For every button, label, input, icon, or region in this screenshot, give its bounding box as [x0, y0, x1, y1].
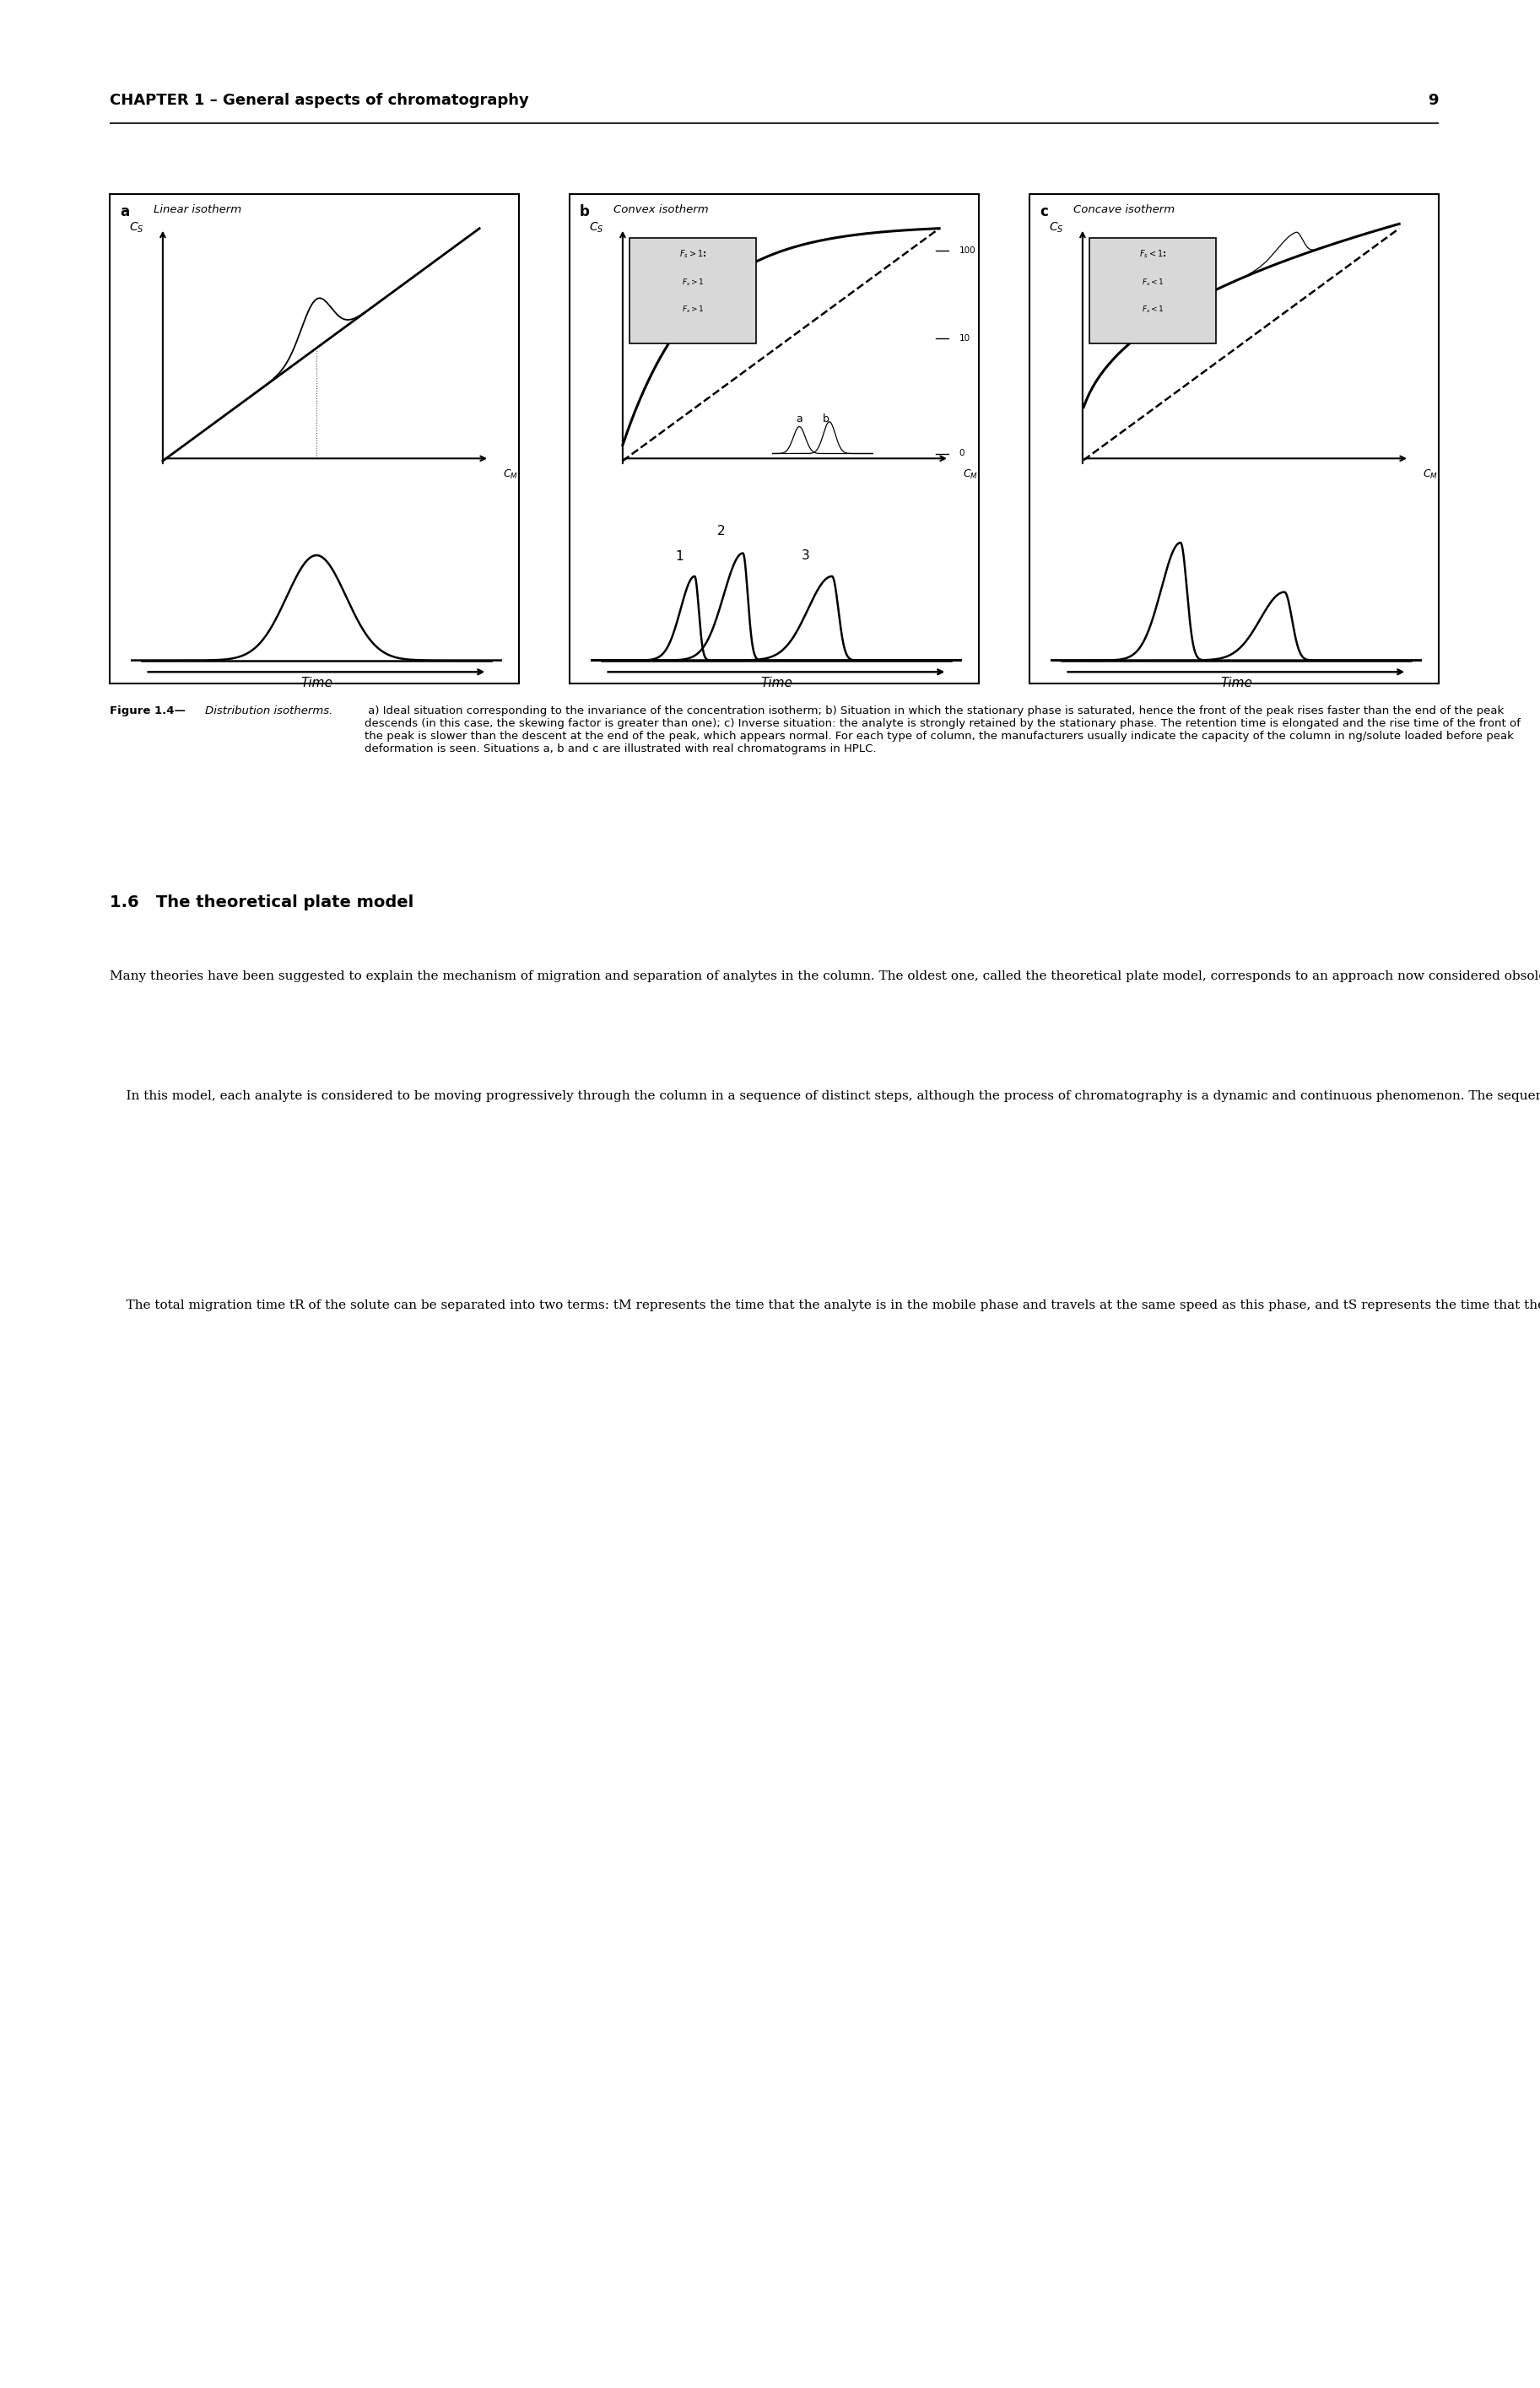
Text: 0: 0 [959, 449, 964, 458]
Text: In this model, each analyte is considered to be moving progressively through the: In this model, each analyte is considere… [109, 1091, 1540, 1103]
Text: $F_s > 1$:: $F_s > 1$: [679, 248, 707, 260]
Text: The total migration time tR of the solute can be separated into two terms: tM re: The total migration time tR of the solut… [109, 1299, 1540, 1311]
Text: Convex isotherm: Convex isotherm [613, 205, 708, 215]
Text: $F_s > 1$: $F_s > 1$ [681, 277, 704, 289]
Text: $C_S$: $C_S$ [129, 222, 143, 234]
Text: 1: 1 [675, 549, 684, 564]
Text: 1.6   The theoretical plate model: 1.6 The theoretical plate model [109, 893, 414, 910]
Text: $C_S$: $C_S$ [1049, 222, 1063, 234]
Bar [630, 239, 756, 344]
Text: a: a [796, 413, 802, 425]
Text: 9: 9 [1428, 93, 1438, 107]
Text: c: c [1040, 205, 1047, 220]
Text: Time: Time [300, 676, 333, 690]
Text: $C_M$: $C_M$ [962, 468, 978, 480]
Text: Many theories have been suggested to explain the mechanism of migration and sepa: Many theories have been suggested to exp… [109, 970, 1540, 981]
Text: $C_S$: $C_S$ [588, 222, 604, 234]
Text: $C_M$: $C_M$ [1423, 468, 1438, 480]
Text: Figure 1.4—: Figure 1.4— [109, 704, 185, 716]
Text: b: b [579, 205, 590, 220]
Text: b: b [822, 413, 830, 425]
Text: CHAPTER 1 – General aspects of chromatography: CHAPTER 1 – General aspects of chromatog… [109, 93, 528, 107]
Text: a: a [120, 205, 129, 220]
Text: $F_s < 1$:: $F_s < 1$: [1138, 248, 1166, 260]
Text: $F_s < 1$: $F_s < 1$ [1141, 277, 1164, 289]
Bar [1089, 239, 1217, 344]
Text: Distribution isotherms.: Distribution isotherms. [205, 704, 333, 716]
Text: $C_M$: $C_M$ [502, 468, 517, 480]
Text: Time: Time [761, 676, 792, 690]
Text: Concave isotherm: Concave isotherm [1073, 205, 1175, 215]
Text: a) Ideal situation corresponding to the invariance of the concentration isotherm: a) Ideal situation corresponding to the … [365, 704, 1522, 755]
Text: 10: 10 [959, 334, 970, 344]
Text: 100: 100 [959, 246, 976, 256]
Text: 3: 3 [801, 549, 810, 561]
Text: $F_s > 1$: $F_s > 1$ [681, 303, 704, 315]
Text: $F_s < 1$: $F_s < 1$ [1141, 303, 1164, 315]
Text: Linear isotherm: Linear isotherm [154, 205, 242, 215]
Text: Time: Time [1220, 676, 1252, 690]
Text: 2: 2 [718, 525, 725, 537]
